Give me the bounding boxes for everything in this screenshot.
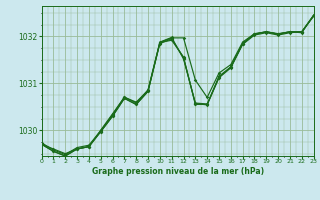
X-axis label: Graphe pression niveau de la mer (hPa): Graphe pression niveau de la mer (hPa) [92,167,264,176]
